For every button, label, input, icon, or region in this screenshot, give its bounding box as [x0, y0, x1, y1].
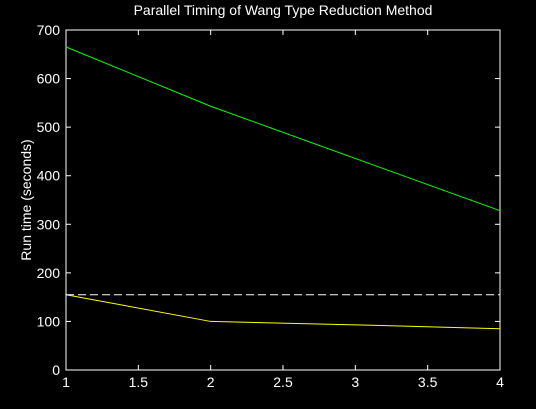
y-tick-label: 600	[37, 71, 61, 87]
x-tick-label: 2	[207, 374, 215, 390]
chart-title: Parallel Timing of Wang Type Reduction M…	[134, 2, 433, 18]
series-line-2	[65, 294, 501, 330]
y-tick-label: 0	[52, 362, 60, 378]
x-tick-label: 1.5	[129, 374, 149, 390]
y-tick-label: 700	[37, 22, 61, 38]
y-tick-label: 400	[37, 168, 61, 184]
y-tick-label: 200	[37, 265, 61, 281]
x-tick-label: 4	[496, 374, 504, 390]
axis-ticks: 1 1.5 2 2.5 3 3.5 4 0 100 200 300 400 500 600 700	[37, 22, 504, 390]
y-tick-label: 500	[37, 119, 61, 135]
y-axis-label: Run time (seconds)	[18, 139, 34, 260]
series-group	[65, 46, 501, 330]
plot-frame	[65, 29, 501, 371]
x-tick-label: 1	[62, 374, 70, 390]
y-tick-label: 100	[37, 313, 61, 329]
x-tick-label: 3	[351, 374, 359, 390]
x-tick-label: 2.5	[273, 374, 293, 390]
series-line-1	[65, 46, 501, 212]
x-tick-label: 3.5	[418, 374, 438, 390]
y-tick-label: 300	[37, 216, 61, 232]
